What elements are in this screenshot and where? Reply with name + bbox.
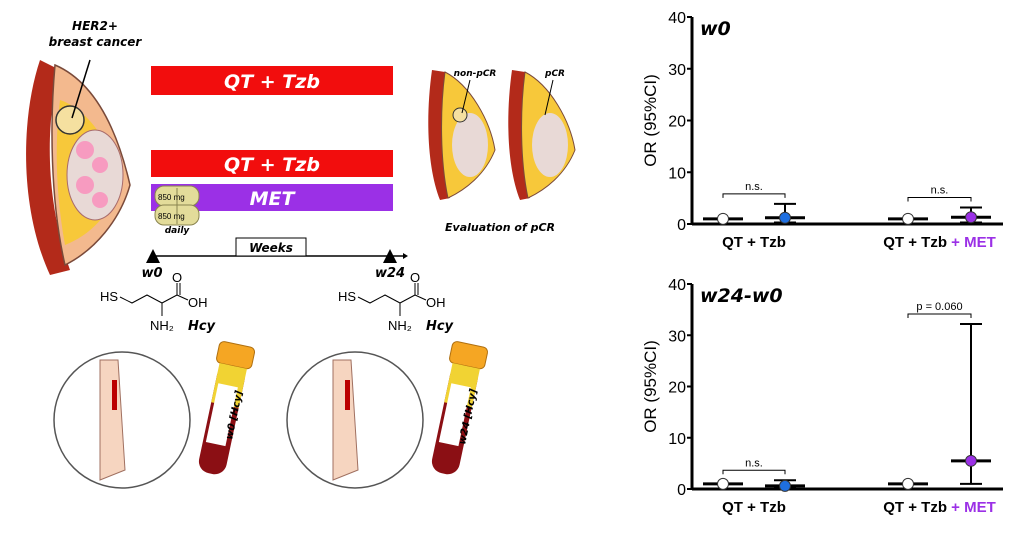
estimate-point xyxy=(965,454,977,467)
estimate-point xyxy=(779,479,791,492)
tumor-label-line2: breast cancer xyxy=(49,35,143,49)
estimate-point xyxy=(965,211,977,224)
significance-label: n.s. xyxy=(745,457,763,469)
y-tick-label: 30 xyxy=(668,62,686,79)
y-tick-label: 40 xyxy=(668,277,686,294)
significance-bracket xyxy=(722,193,786,198)
pill-dose-2: 850 mg xyxy=(158,212,185,221)
y-tick-label: 0 xyxy=(677,482,686,499)
molecule-label: Hcy xyxy=(188,319,216,334)
group-label-main: QT + Tzb xyxy=(722,499,786,516)
significance-label: p = 0.060 xyxy=(916,301,962,313)
group-label-extra: + MET xyxy=(947,499,996,516)
molecule-o: O xyxy=(172,270,182,285)
reference-point xyxy=(902,212,914,225)
molecule-o: O xyxy=(410,270,420,285)
significance-label: n.s. xyxy=(745,181,763,193)
pill-frequency: daily xyxy=(165,226,191,236)
homocysteine-structure-w0: HS O OH NH₂ Hcy xyxy=(100,270,216,334)
chart-title: w0 xyxy=(700,18,731,40)
breast-anatomy-illustration xyxy=(26,59,131,275)
arm2-treatment-bar xyxy=(151,150,393,177)
start-marker-icon xyxy=(146,249,160,263)
y-tick-label: 0 xyxy=(677,217,686,234)
arm2-treatment-label: QT + Tzb xyxy=(224,154,320,176)
group-label: QT + Tzb + MET xyxy=(883,234,996,251)
significance-bracket xyxy=(907,196,972,202)
timeline-arrow-icon xyxy=(403,253,408,259)
arm1-treatment-label: QT + Tzb xyxy=(224,71,320,93)
y-tick-label: 20 xyxy=(668,114,686,131)
pill-dose-1: 850 mg xyxy=(158,193,185,202)
significance-label: n.s. xyxy=(931,184,949,196)
reference-point xyxy=(902,477,914,490)
group-label: QT + Tzb xyxy=(722,234,786,251)
molecule-nh2: NH₂ xyxy=(388,318,412,333)
forest-charts: 0 10 20 30 40 OR (95%CI) w0 n.s. QT + Tzb n.s. QT … xyxy=(641,10,1003,516)
y-tick-label: 10 xyxy=(668,431,686,448)
y-tick-label: 30 xyxy=(668,328,686,345)
homocysteine-structure-w24: HS O OH NH₂ Hcy xyxy=(338,270,454,334)
weeks-label: Weeks xyxy=(249,241,293,255)
blood-draw-illustration-w0 xyxy=(53,351,191,489)
chart-title: w24-w0 xyxy=(700,285,783,307)
blood-draw-illustration-w24 xyxy=(286,351,424,489)
end-label: w24 xyxy=(375,266,405,281)
group-label-main: QT + Tzb xyxy=(883,499,947,516)
chart-w0: 0 10 20 30 40 OR (95%CI) w0 n.s. QT + Tzb n.s. QT … xyxy=(641,10,1003,251)
molecule-nh2: NH₂ xyxy=(150,318,174,333)
non-pcr-label: non-pCR xyxy=(454,69,497,79)
non-pcr-breast-illustration xyxy=(428,70,496,200)
pcr-label: pCR xyxy=(544,69,565,79)
evaluation-label: Evaluation of pCR xyxy=(445,221,555,234)
group-label-extra: + MET xyxy=(947,234,996,251)
reference-point xyxy=(717,212,729,225)
group-label: QT + Tzb xyxy=(722,499,786,516)
y-axis-label: OR (95%CI) xyxy=(641,74,660,167)
molecule-oh: OH xyxy=(188,295,208,310)
molecule-sh: HS xyxy=(338,289,356,304)
weeks-box xyxy=(235,237,307,257)
arm1-treatment-bar xyxy=(151,66,393,95)
group-label-main: QT + Tzb xyxy=(722,234,786,251)
blood-tube-w24 xyxy=(431,341,489,475)
met-treatment-label: MET xyxy=(250,188,297,210)
significance-bracket xyxy=(907,313,972,318)
tumor-label-line1: HER2+ xyxy=(72,19,118,33)
molecule-oh: OH xyxy=(426,295,446,310)
y-tick-label: 20 xyxy=(668,380,686,397)
blood-tube-w0 xyxy=(198,341,256,475)
molecule-sh: HS xyxy=(100,289,118,304)
y-tick-label: 10 xyxy=(668,165,686,182)
estimate-point xyxy=(779,211,791,224)
molecule-label: Hcy xyxy=(426,319,454,334)
reference-point xyxy=(717,477,729,490)
significance-bracket xyxy=(722,469,786,475)
y-tick-label: 40 xyxy=(668,10,686,27)
pill-icon xyxy=(154,185,200,226)
group-label: QT + Tzb + MET xyxy=(883,499,996,516)
y-axis-label: OR (95%CI) xyxy=(641,340,660,433)
start-label: w0 xyxy=(141,266,162,281)
end-marker-icon xyxy=(383,249,397,263)
pcr-breast-illustration xyxy=(508,70,576,200)
group-label-main: QT + Tzb xyxy=(883,234,947,251)
chart-w24-w0: 0 10 20 30 40 OR (95%CI) w24-w0 n.s. QT + Tzb p =… xyxy=(641,277,1003,516)
